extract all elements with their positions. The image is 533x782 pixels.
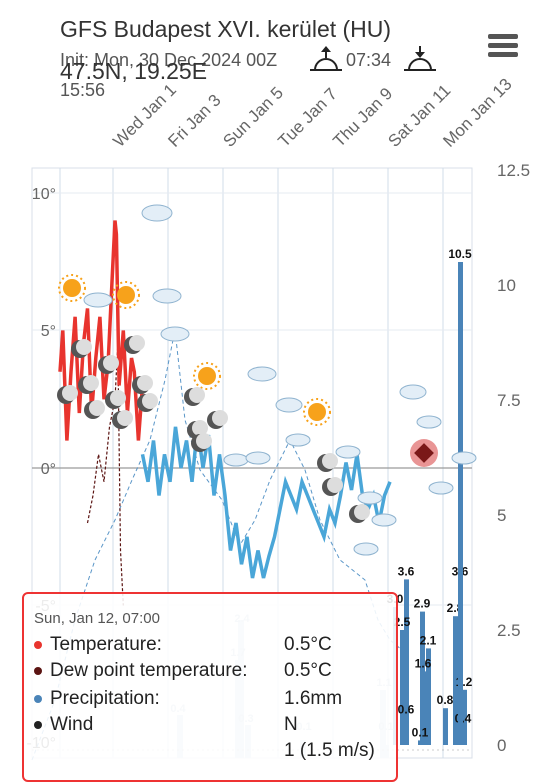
dashed-secondary-line [31,329,403,761]
moon-icon [112,410,133,429]
snow-cloud-icon [416,415,442,429]
y-right-tick-label: 2.5 [497,621,521,640]
weather-icons [57,204,477,556]
snow-cloud-icon [371,513,397,527]
temperature-cold-line [140,426,392,579]
precip-bar [404,579,409,745]
moon-icon [137,393,158,412]
y-right-axis-ticks: 12.5 10 7.5 5 2.5 0 [497,161,530,755]
moon-icon [57,385,78,404]
y-left-tick-label: 0° [41,461,56,478]
cloud-icon [451,451,477,465]
sun-icon [58,274,86,302]
moon-icon [124,335,145,354]
page-title: GFS Budapest XVI. kerület (HU) [60,16,392,42]
sun-icon [193,362,221,390]
precip-bar-label: 0.4 [455,712,472,726]
cloud-icon [247,366,277,382]
tooltip-value-temperature: 0.5°C [284,634,332,655]
precip-bar [418,740,423,745]
selected-point-marker [410,439,438,467]
sunset-time: 15:56 [60,80,106,100]
snow-cloud-icon [335,445,361,459]
precip-bar-label: 0.1 [412,725,429,739]
snow-cloud-icon [245,451,271,465]
precip-bar [458,262,463,745]
header: GFS Budapest XVI. kerület (HU) Init: Mon… [0,0,533,120]
temperature-line [58,220,145,441]
moon-icon [317,453,338,472]
tooltip-value-wind: N [284,714,298,735]
cloud-icon [152,288,182,304]
tooltip-row-temperature: Temperature: [34,634,162,656]
tooltip-value-dewpoint: 0.5°C [284,660,332,681]
precip-bar [453,616,458,745]
tooltip-value-precipitation: 1.6mm [284,688,343,709]
precip-bar [421,671,426,745]
moon-icon [191,433,212,452]
hamburger-menu-icon [488,34,518,39]
tooltip-row-wind: Wind [34,714,93,736]
precip-bar-label: 1.6 [415,656,432,670]
snow-cloud-icon [353,542,379,556]
cloud-icon [399,384,427,400]
sunrise-time: 07:34 [346,50,392,70]
temperature-dot-icon [34,640,42,649]
moon-icon [71,339,92,358]
sunrise-icon [310,46,342,71]
coordinates: 47.5N, 19.25E [60,58,208,84]
precip-bar [426,648,431,745]
precip-bar [443,708,448,745]
precip-bar [404,717,409,745]
sun-icon [303,398,331,426]
precip-bar [461,726,466,745]
precip-bar-label: 0.8 [437,693,454,707]
snow-cloud-icon [428,481,454,495]
hover-tooltip: Sun, Jan 12, 07:00 Temperature: 0.5°C De… [22,592,398,782]
dew-point-line [86,344,124,606]
precip-bar-label: 2.1 [420,633,437,647]
y-right-tick-label: 7.5 [497,391,521,410]
moon-icon [184,387,205,406]
wind-dot-icon [34,720,42,729]
moon-icon [84,400,105,419]
precip-bar-label: 2.9 [414,597,431,611]
cloud-icon [83,292,113,308]
y-right-tick-label: 12.5 [497,161,530,180]
precip-bar-label: 10.5 [448,247,472,261]
tooltip-row-dewpoint: Dew point temperature: [34,660,248,682]
moon-icon [105,390,126,409]
moon-icon [98,355,119,374]
precip-bar-label: 0.6 [398,702,415,716]
snow-cloud-icon [223,453,249,467]
y-left-tick-label: 5° [41,323,56,340]
tooltip-date: Sun, Jan 12, 07:00 [34,610,160,627]
moon-icon [349,504,370,523]
dewpoint-dot-icon [34,666,42,675]
y-right-tick-label: 0 [497,736,506,755]
sunset-icon [404,46,436,71]
y-right-tick-label: 5 [497,506,506,525]
y-left-tick-label: 10° [32,186,56,203]
moon-icon [132,375,153,394]
tooltip-value-wind-speed: 1 (1.5 m/s) [284,740,375,761]
precip-bar [462,689,467,745]
cloud-icon [141,204,173,222]
moon-icon [207,410,228,429]
cloud-icon [275,397,303,413]
snow-cloud-icon [357,491,383,505]
precip-bar [400,630,405,745]
menu-button[interactable] [488,34,518,58]
moon-icon [322,477,343,496]
moon-icon [78,375,99,394]
y-right-tick-label: 10 [497,276,516,295]
init-time: Init: Mon, 30 Dec 2024 00Z [60,50,278,70]
sun-icon [112,281,140,309]
precip-bar-label: 3.6 [398,564,415,578]
precipitation-dot-icon [34,694,42,703]
tooltip-row-precipitation: Precipitation: [34,688,160,710]
snow-cloud-icon [285,433,311,447]
cloud-icon [160,326,190,342]
